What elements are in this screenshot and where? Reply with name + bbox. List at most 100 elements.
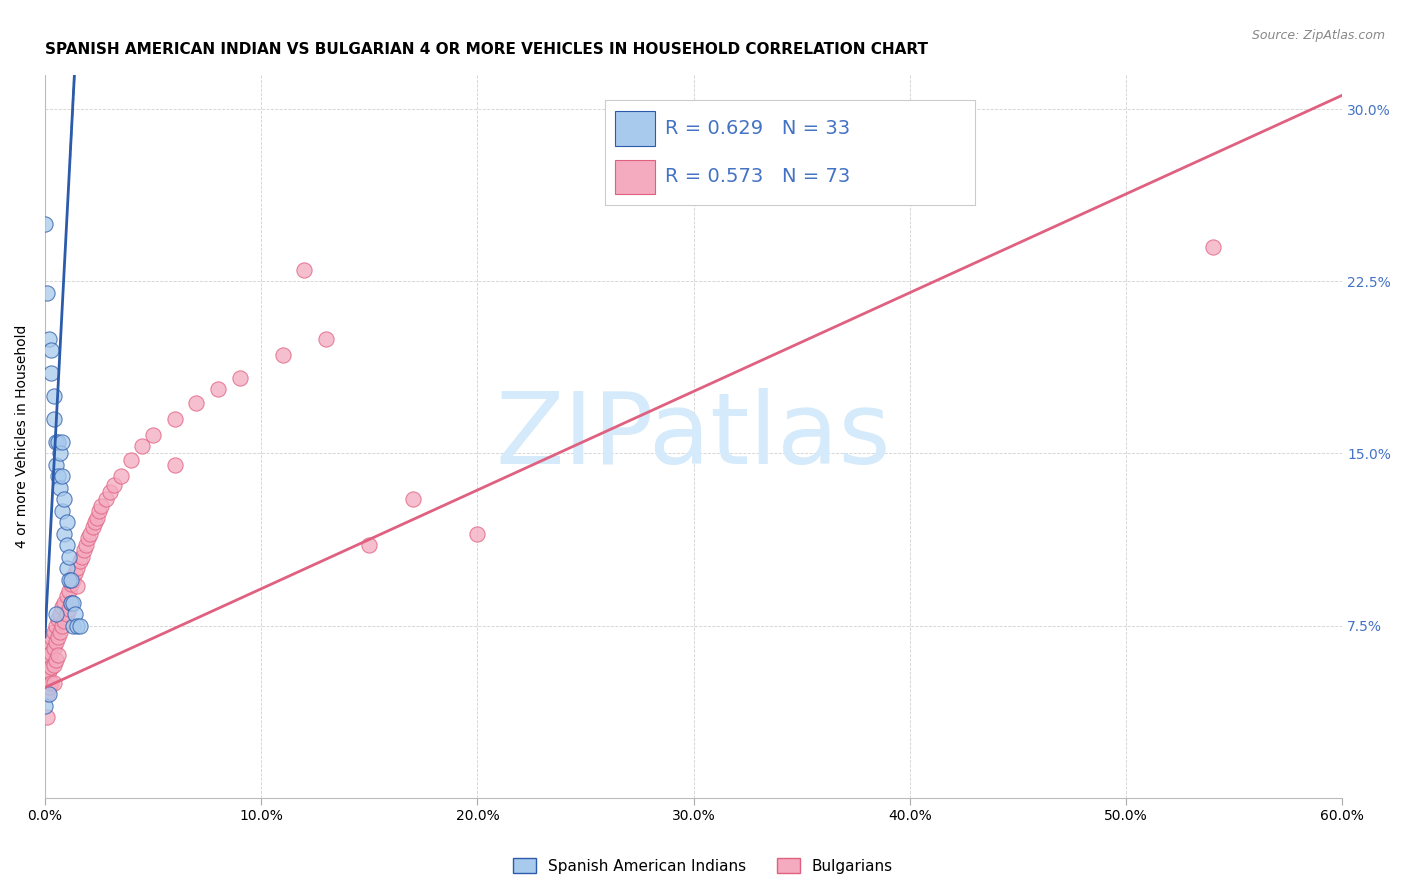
- Point: [77, 531, 100, 545]
- Point: [46, 630, 69, 644]
- Point: [55, 589, 77, 603]
- Point: [315, 332, 337, 346]
- Point: [45, 607, 67, 621]
- Point: [69, 618, 91, 632]
- Point: [41, 646, 63, 660]
- Point: [38, 634, 60, 648]
- Point: [75, 538, 97, 552]
- Point: [38, 648, 60, 663]
- Point: [1201, 240, 1223, 254]
- Point: [66, 579, 89, 593]
- Point: [58, 602, 80, 616]
- Point: [38, 665, 60, 679]
- Point: [163, 458, 186, 472]
- Point: [45, 618, 67, 632]
- Point: [42, 625, 65, 640]
- Point: [41, 366, 63, 380]
- Point: [38, 681, 60, 695]
- Point: [51, 504, 73, 518]
- Point: [467, 526, 489, 541]
- Point: [55, 538, 77, 552]
- Point: [41, 630, 63, 644]
- Point: [38, 332, 60, 346]
- Point: [55, 607, 77, 621]
- Point: [55, 515, 77, 529]
- Point: [87, 504, 110, 518]
- Point: [37, 285, 59, 300]
- Text: ZIPatlas: ZIPatlas: [496, 388, 891, 484]
- Point: [46, 612, 69, 626]
- Point: [37, 641, 59, 656]
- Point: [790, 148, 813, 162]
- Point: [42, 412, 65, 426]
- Point: [86, 510, 108, 524]
- Point: [62, 618, 84, 632]
- Point: [142, 428, 165, 442]
- Point: [49, 607, 72, 621]
- Point: [46, 648, 69, 663]
- Point: [45, 434, 67, 449]
- Point: [42, 389, 65, 403]
- Point: [38, 687, 60, 701]
- Point: [34, 698, 56, 713]
- Point: [207, 382, 229, 396]
- Point: [79, 526, 101, 541]
- Point: [51, 434, 73, 449]
- Point: [294, 262, 316, 277]
- Point: [163, 412, 186, 426]
- Legend: Spanish American Indians, Bulgarians: Spanish American Indians, Bulgarians: [506, 852, 900, 880]
- Point: [41, 660, 63, 674]
- Point: [120, 453, 142, 467]
- Point: [51, 469, 73, 483]
- Point: [62, 573, 84, 587]
- Point: [51, 600, 73, 615]
- Point: [49, 481, 72, 495]
- Point: [110, 469, 132, 483]
- Y-axis label: 4 or more Vehicles in Household: 4 or more Vehicles in Household: [15, 325, 30, 548]
- Point: [46, 434, 69, 449]
- Point: [58, 584, 80, 599]
- Point: [42, 676, 65, 690]
- Point: [69, 554, 91, 568]
- Point: [228, 370, 250, 384]
- Point: [271, 348, 294, 362]
- Point: [82, 520, 104, 534]
- Point: [59, 573, 82, 587]
- Point: [59, 596, 82, 610]
- Point: [66, 618, 89, 632]
- Point: [59, 577, 82, 591]
- Point: [58, 573, 80, 587]
- Point: [41, 676, 63, 690]
- Text: Source: ZipAtlas.com: Source: ZipAtlas.com: [1251, 29, 1385, 42]
- Point: [34, 665, 56, 679]
- Point: [359, 538, 381, 552]
- Point: [53, 614, 76, 628]
- Point: [53, 492, 76, 507]
- Point: [103, 478, 125, 492]
- Point: [55, 561, 77, 575]
- Point: [37, 665, 59, 679]
- Point: [41, 343, 63, 357]
- Point: [65, 607, 87, 621]
- Point: [34, 653, 56, 667]
- Text: SPANISH AMERICAN INDIAN VS BULGARIAN 4 OR MORE VEHICLES IN HOUSEHOLD CORRELATION: SPANISH AMERICAN INDIAN VS BULGARIAN 4 O…: [45, 42, 928, 57]
- Point: [94, 492, 117, 507]
- Point: [34, 217, 56, 231]
- Point: [65, 566, 87, 580]
- Point: [186, 396, 208, 410]
- Point: [45, 653, 67, 667]
- Point: [59, 596, 82, 610]
- Point: [34, 687, 56, 701]
- Point: [90, 499, 112, 513]
- Point: [53, 526, 76, 541]
- Point: [37, 653, 59, 667]
- Point: [98, 485, 121, 500]
- Point: [70, 549, 93, 564]
- Point: [45, 634, 67, 648]
- Point: [49, 625, 72, 640]
- Point: [49, 446, 72, 460]
- Point: [62, 596, 84, 610]
- Point: [51, 618, 73, 632]
- Point: [37, 687, 59, 701]
- Point: [66, 561, 89, 575]
